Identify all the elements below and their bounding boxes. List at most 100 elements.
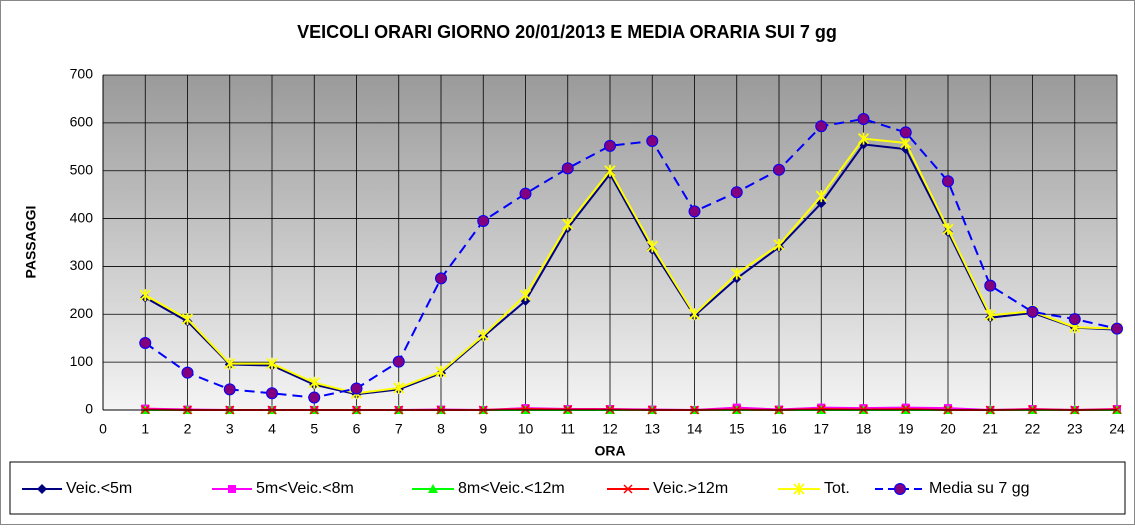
data-point <box>900 136 912 149</box>
x-tick-label: 7 <box>395 421 403 437</box>
data-point <box>899 126 912 139</box>
data-point <box>688 308 701 321</box>
data-point <box>1111 322 1123 335</box>
data-point <box>435 365 447 378</box>
y-tick-label: 200 <box>70 305 94 321</box>
x-tick-label: 10 <box>518 421 534 437</box>
data-point <box>646 135 659 148</box>
data-point <box>730 186 743 199</box>
x-tick-label: 22 <box>1025 421 1041 437</box>
data-point <box>816 404 826 414</box>
x-tick-label: 11 <box>560 421 575 437</box>
data-point <box>393 381 405 394</box>
legend-marker <box>428 484 438 493</box>
y-axis-label: PASSAGGI <box>23 206 39 279</box>
data-point <box>857 132 870 145</box>
x-tick-label: 4 <box>268 421 276 437</box>
data-point <box>139 289 151 302</box>
legend-marker <box>228 485 236 493</box>
data-point <box>815 190 827 203</box>
x-tick-label: 24 <box>1109 421 1125 437</box>
data-point <box>223 383 236 396</box>
data-point <box>266 357 278 370</box>
series-line <box>144 143 1118 396</box>
data-point <box>477 214 490 227</box>
y-tick-label: 300 <box>70 257 94 273</box>
data-point <box>519 289 532 302</box>
data-point <box>942 223 954 236</box>
x-tick-label: 17 <box>813 421 829 437</box>
data-point <box>181 366 194 379</box>
data-point <box>308 391 321 404</box>
x-tick-label: 19 <box>898 421 914 437</box>
x-tick-label: 9 <box>479 421 487 437</box>
legend-box <box>9 461 1126 515</box>
x-tick-label: 21 <box>982 421 998 437</box>
data-point <box>350 382 363 395</box>
y-tick-label: 400 <box>70 209 94 225</box>
x-tick-label: 15 <box>729 421 745 437</box>
data-point <box>942 175 954 188</box>
data-point <box>181 313 194 326</box>
x-tick-label: 0 <box>99 421 107 437</box>
y-tick-label: 500 <box>70 161 94 177</box>
data-point <box>1068 313 1081 326</box>
legend-marker <box>37 484 47 494</box>
data-point <box>984 309 996 322</box>
x-tick-label: 18 <box>856 421 872 437</box>
y-tick-label: 600 <box>70 114 94 130</box>
data-point <box>604 139 616 152</box>
x-tick-label: 13 <box>644 421 660 437</box>
data-point <box>435 272 447 285</box>
data-point <box>520 404 531 414</box>
x-tick-label: 14 <box>687 421 703 437</box>
data-point <box>308 376 320 389</box>
data-point <box>773 163 785 176</box>
legend-label: Veic.<5m <box>66 480 132 497</box>
legend-marker <box>793 483 805 495</box>
data-point <box>773 238 785 251</box>
data-point <box>646 240 658 253</box>
data-point <box>224 357 236 370</box>
legend-label: Tot. <box>824 480 850 497</box>
x-tick-label: 1 <box>141 421 149 437</box>
legend-label: Veic.>12m <box>653 480 728 497</box>
data-point <box>519 187 532 200</box>
legend-label: Media su 7 gg <box>929 480 1030 497</box>
x-tick-label: 23 <box>1067 421 1083 437</box>
data-point <box>731 267 743 280</box>
y-tick-label: 100 <box>70 353 94 369</box>
legend-label: 8m<Veic.<12m <box>458 480 565 497</box>
x-tick-label: 2 <box>184 421 192 437</box>
x-tick-label: 8 <box>437 421 445 437</box>
x-tick-label: 6 <box>353 421 361 437</box>
legend-marker <box>894 483 906 495</box>
x-axis-label: ORA <box>594 443 625 459</box>
series-line <box>144 137 1118 395</box>
data-point <box>266 387 278 400</box>
legend-marker <box>623 484 633 494</box>
data-point <box>901 404 911 414</box>
data-point <box>562 218 574 231</box>
data-point <box>857 113 870 126</box>
x-tick-label: 12 <box>602 421 618 437</box>
data-point <box>604 164 616 177</box>
data-point <box>1026 305 1039 318</box>
series-line <box>144 118 1118 399</box>
x-tick-label: 20 <box>940 421 956 437</box>
data-point <box>984 279 997 292</box>
data-point <box>561 162 574 175</box>
legend-label: 5m<Veic.<8m <box>256 480 354 497</box>
chart-title: VEICOLI ORARI GIORNO 20/01/2013 E MEDIA … <box>297 22 837 42</box>
data-point <box>815 120 828 133</box>
x-tick-label: 3 <box>226 421 234 437</box>
x-tick-label: 5 <box>310 421 318 437</box>
data-point <box>392 355 405 368</box>
data-point <box>477 329 489 342</box>
data-point <box>139 337 152 349</box>
y-tick-label: 700 <box>70 66 94 82</box>
data-point <box>688 205 701 218</box>
y-tick-label: 0 <box>85 401 93 417</box>
data-point <box>816 198 827 209</box>
